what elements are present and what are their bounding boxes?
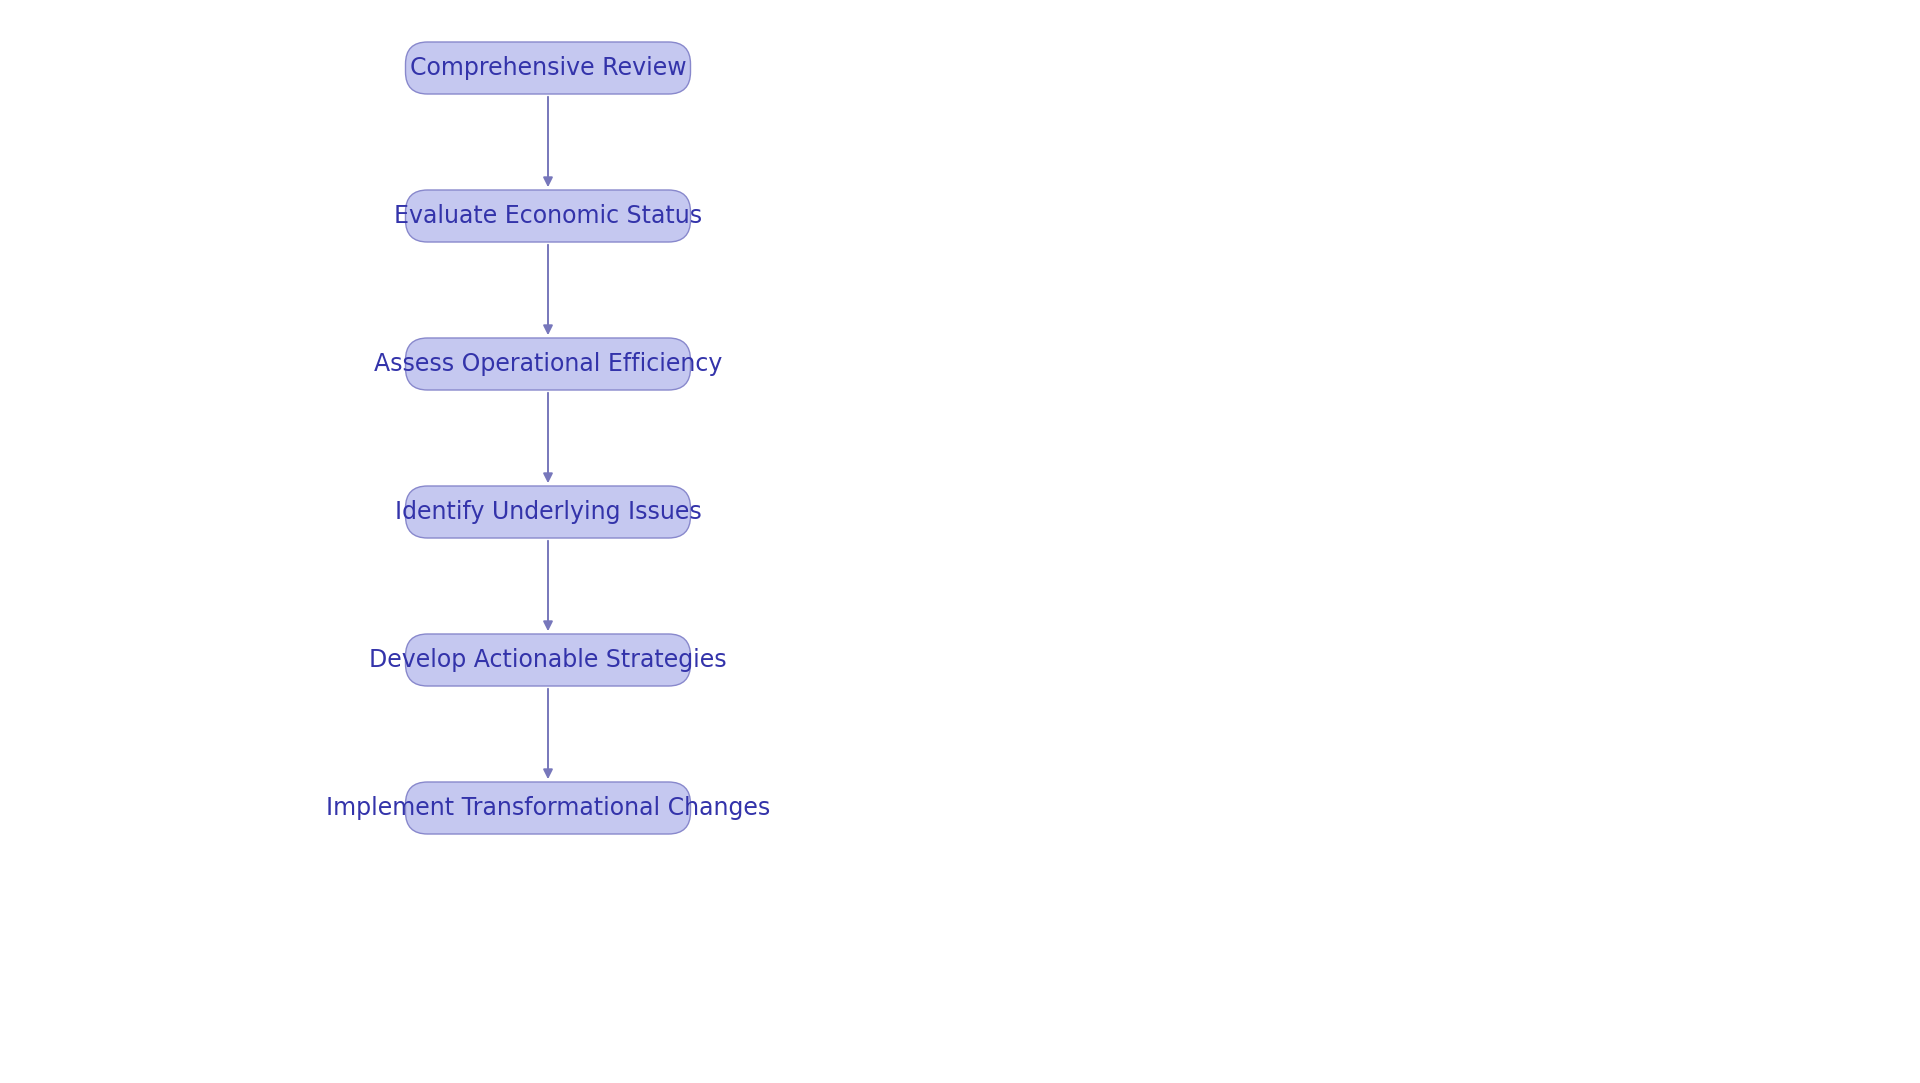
FancyBboxPatch shape	[405, 782, 691, 834]
FancyBboxPatch shape	[405, 486, 691, 538]
FancyBboxPatch shape	[405, 338, 691, 390]
FancyBboxPatch shape	[405, 190, 691, 242]
Text: Implement Transformational Changes: Implement Transformational Changes	[326, 796, 770, 820]
Text: Comprehensive Review: Comprehensive Review	[409, 56, 685, 80]
Text: Identify Underlying Issues: Identify Underlying Issues	[396, 500, 701, 524]
Text: Assess Operational Efficiency: Assess Operational Efficiency	[374, 352, 722, 376]
FancyBboxPatch shape	[405, 42, 691, 94]
Text: Develop Actionable Strategies: Develop Actionable Strategies	[369, 648, 728, 671]
Text: Evaluate Economic Status: Evaluate Economic Status	[394, 204, 703, 229]
FancyBboxPatch shape	[405, 634, 691, 686]
